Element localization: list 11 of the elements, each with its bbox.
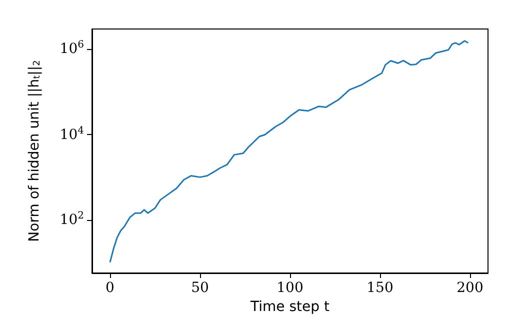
x-tick-label: 50 xyxy=(191,280,209,296)
x-axis-title: Time step t xyxy=(250,298,330,315)
x-tick-label: 100 xyxy=(276,280,304,296)
y-axis-title: Norm of hidden unit ||ht||2 xyxy=(26,60,42,242)
y-tick-label: 10$^{2}$ xyxy=(60,210,84,228)
x-tick-label: 0 xyxy=(106,280,114,296)
y-tick-label: 10$^{6}$ xyxy=(60,39,84,58)
y-tick-label: 10$^{4}$ xyxy=(60,125,84,143)
line-series xyxy=(109,40,469,264)
x-tick-label: 150 xyxy=(366,280,394,296)
x-tick-label: 200 xyxy=(456,280,484,296)
